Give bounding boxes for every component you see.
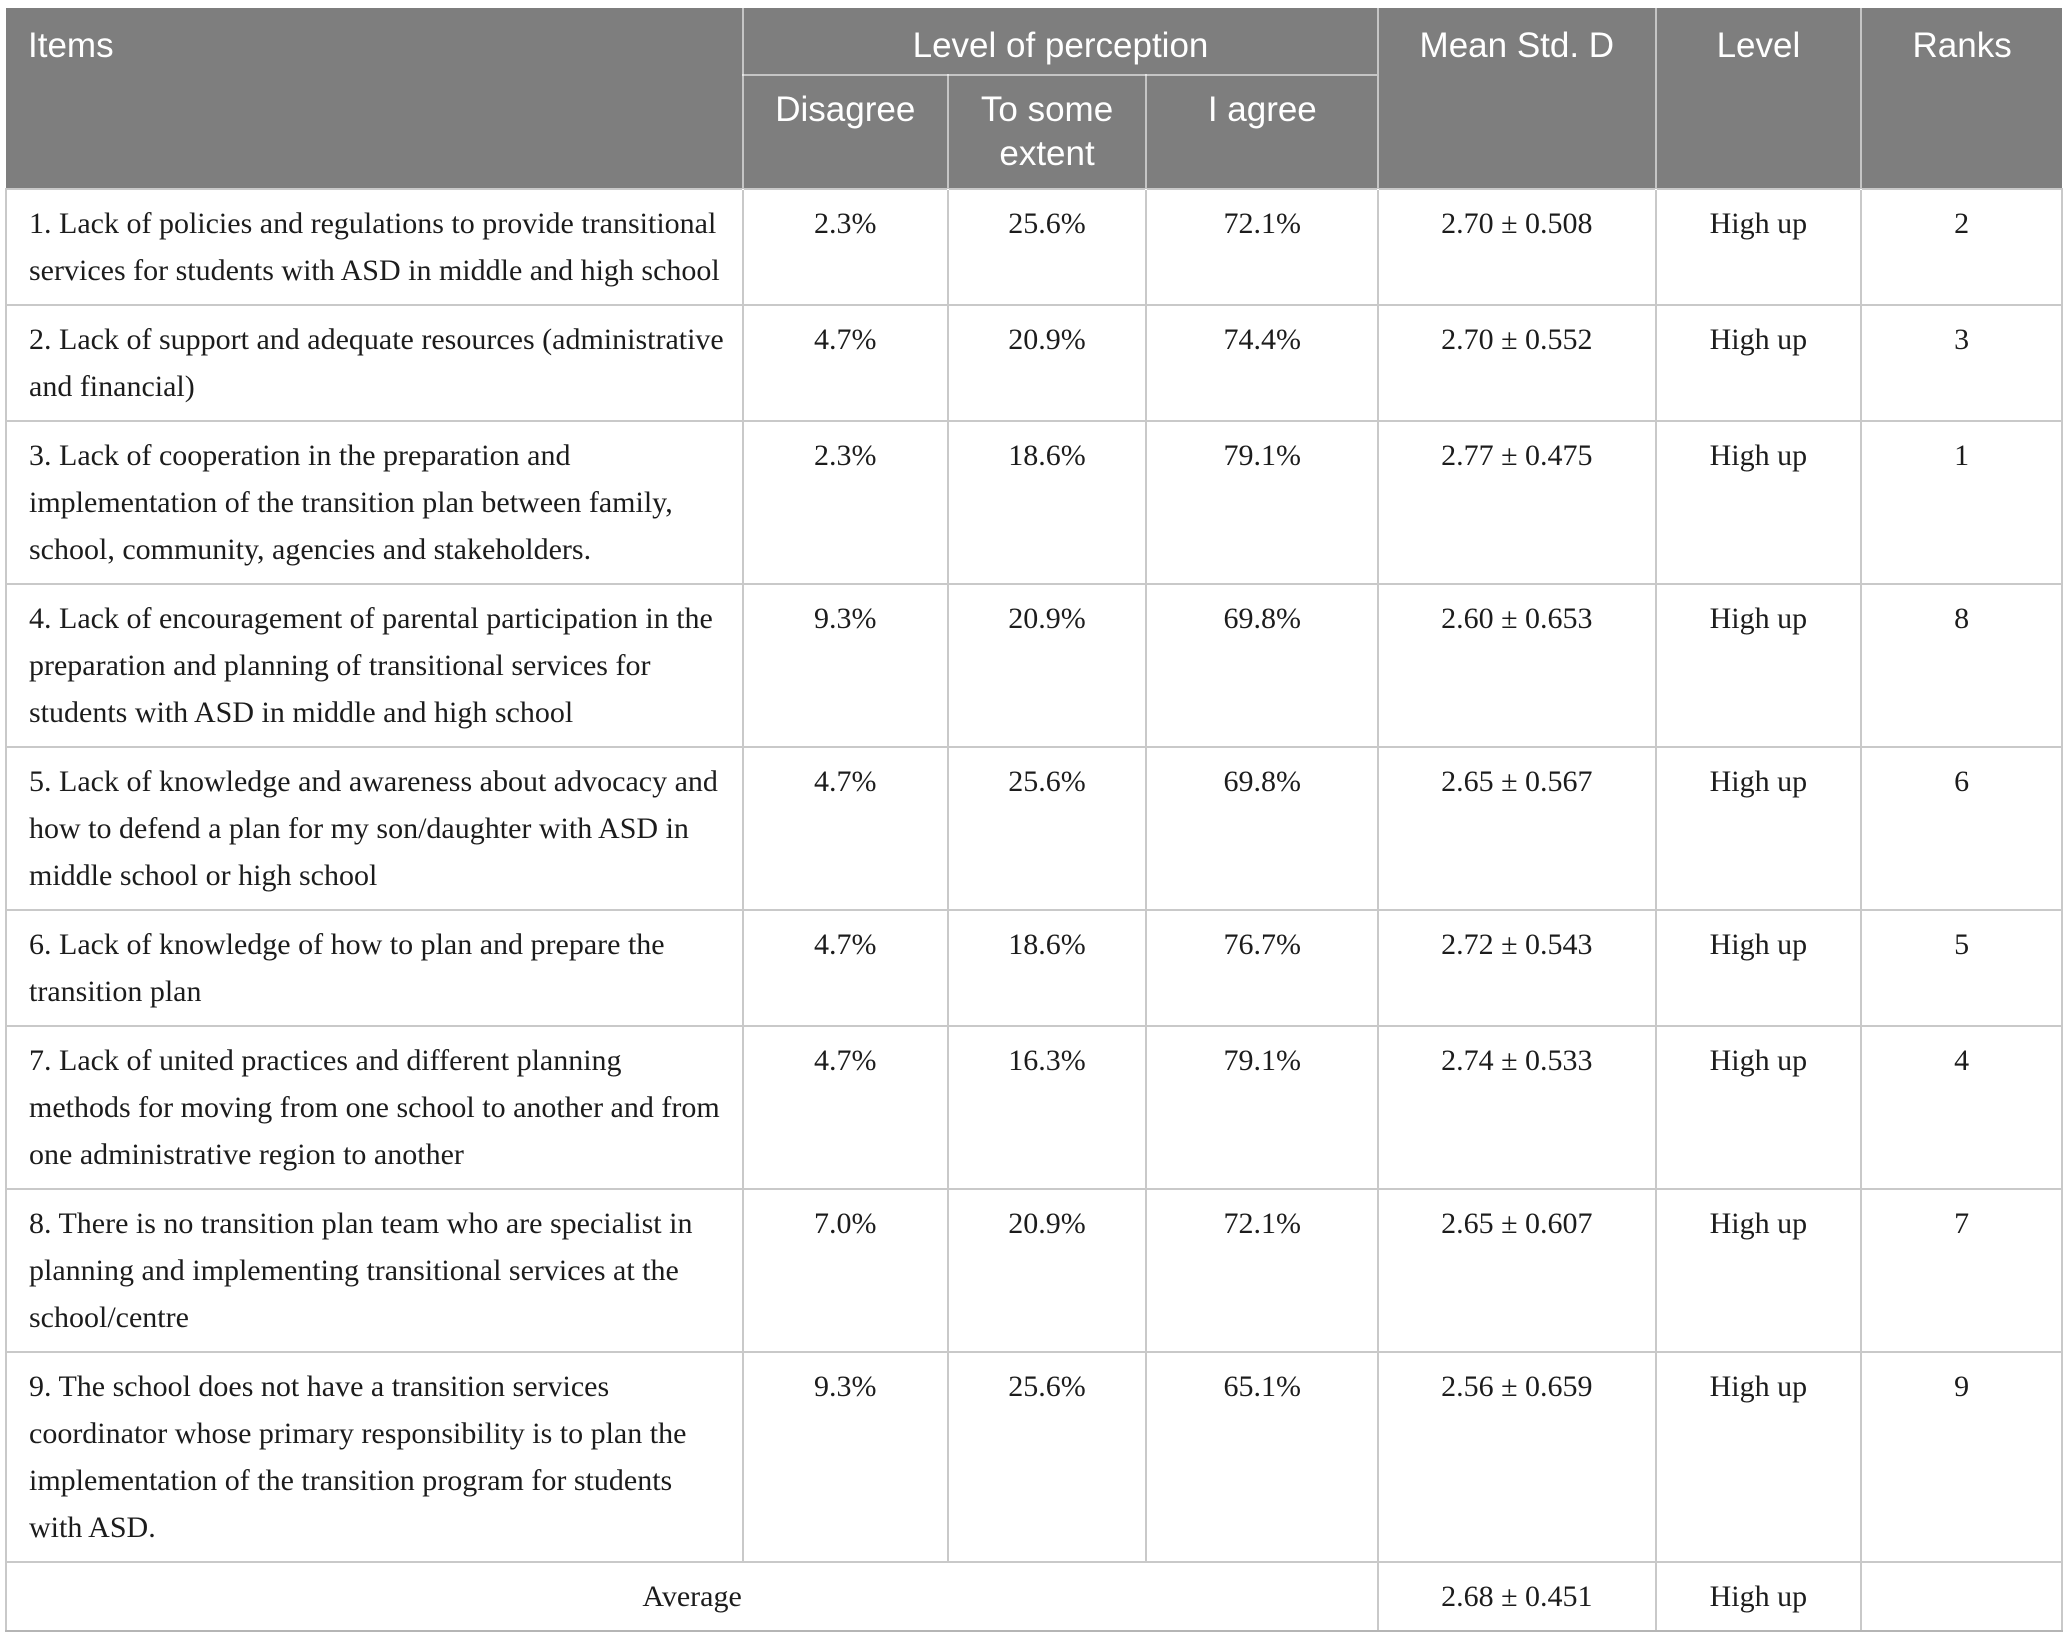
level-cell: High up	[1654, 1025, 1863, 1190]
to-some-extent-cell: 25.6%	[946, 1351, 1148, 1563]
rank-cell: 1	[1860, 420, 2063, 585]
header-row-sub: Disagree To some extent I agree	[6, 75, 2062, 189]
table-row: 4. Lack of encouragement of parental par…	[5, 583, 2063, 748]
table-row: 9. The school does not have a transition…	[5, 1351, 2063, 1563]
mean-std-cell: 2.77 ± 0.475	[1377, 420, 1657, 585]
item-cell: 3. Lack of cooperation in the preparatio…	[5, 420, 744, 585]
item-cell: 1. Lack of policies and regulations to p…	[5, 188, 744, 306]
level-cell: High up	[1654, 1351, 1863, 1563]
level-cell: High up	[1654, 746, 1863, 911]
disagree-cell: 2.3%	[741, 188, 949, 306]
average-rank-cell	[1860, 1561, 2063, 1632]
column-header-level: Level	[1654, 8, 1862, 189]
rank-cell: 4	[1860, 1025, 2063, 1190]
mean-std-cell: 2.70 ± 0.552	[1377, 304, 1657, 422]
item-cell: 8. There is no transition plan team who …	[5, 1188, 744, 1353]
rank-cell: 3	[1860, 304, 2063, 422]
disagree-cell: 9.3%	[741, 1351, 949, 1563]
disagree-cell: 4.7%	[741, 1025, 949, 1190]
item-cell: 7. Lack of united practices and differen…	[5, 1025, 744, 1190]
average-mean-std-cell: 2.68 ± 0.451	[1377, 1561, 1657, 1632]
mean-std-cell: 2.65 ± 0.607	[1377, 1188, 1657, 1353]
rank-cell: 9	[1860, 1351, 2063, 1563]
i-agree-cell: 72.1%	[1145, 188, 1380, 306]
column-header-items: Items	[6, 8, 743, 189]
mean-std-cell: 2.65 ± 0.567	[1377, 746, 1657, 911]
to-some-extent-cell: 20.9%	[946, 304, 1148, 422]
rank-cell: 7	[1860, 1188, 2063, 1353]
to-some-extent-cell: 20.9%	[946, 1188, 1148, 1353]
mean-std-cell: 2.60 ± 0.653	[1377, 583, 1657, 748]
level-cell: High up	[1654, 909, 1863, 1027]
i-agree-cell: 65.1%	[1145, 1351, 1380, 1563]
to-some-extent-cell: 16.3%	[946, 1025, 1148, 1190]
table-row: 3. Lack of cooperation in the preparatio…	[5, 420, 2063, 585]
to-some-extent-cell: 18.6%	[946, 909, 1148, 1027]
to-some-extent-cell: 18.6%	[946, 420, 1148, 585]
i-agree-cell: 79.1%	[1145, 1025, 1380, 1190]
column-header-level-of-perception: Level of perception	[741, 8, 1379, 76]
level-cell: High up	[1654, 420, 1863, 585]
item-cell: 2. Lack of support and adequate resource…	[5, 304, 744, 422]
i-agree-cell: 76.7%	[1145, 909, 1380, 1027]
table-row: 7. Lack of united practices and differen…	[5, 1025, 2063, 1190]
average-label-cell: Average	[4, 1561, 1380, 1632]
mean-std-cell: 2.72 ± 0.543	[1377, 909, 1657, 1027]
level-cell: High up	[1654, 304, 1863, 422]
table-body: 1. Lack of policies and regulations to p…	[4, 188, 2063, 1632]
table-row: 6. Lack of knowledge of how to plan and …	[5, 909, 2063, 1027]
item-cell: 5. Lack of knowledge and awareness about…	[5, 746, 744, 911]
table-row: 1. Lack of policies and regulations to p…	[5, 188, 2063, 306]
column-header-disagree: Disagree	[741, 75, 948, 189]
to-some-extent-cell: 20.9%	[946, 583, 1148, 748]
to-some-extent-cell: 25.6%	[946, 188, 1148, 306]
table-header: Items Level of perception Mean Std. D Le…	[6, 8, 2062, 189]
i-agree-cell: 79.1%	[1145, 420, 1380, 585]
mean-std-cell: 2.74 ± 0.533	[1377, 1025, 1657, 1190]
disagree-cell: 4.7%	[741, 746, 949, 911]
item-cell: 9. The school does not have a transition…	[5, 1351, 744, 1563]
rank-cell: 5	[1860, 909, 2063, 1027]
table-row: 8. There is no transition plan team who …	[5, 1188, 2063, 1353]
item-cell: 4. Lack of encouragement of parental par…	[5, 583, 744, 748]
i-agree-cell: 74.4%	[1145, 304, 1380, 422]
table-row: 5. Lack of knowledge and awareness about…	[5, 746, 2063, 911]
average-level-cell: High up	[1654, 1561, 1863, 1632]
level-cell: High up	[1654, 188, 1863, 306]
perception-survey-table: Items Level of perception Mean Std. D Le…	[4, 8, 2063, 1632]
column-header-i-agree: I agree	[1145, 75, 1379, 189]
column-header-ranks: Ranks	[1860, 8, 2062, 189]
average-row: Average 2.68 ± 0.451 High up	[4, 1561, 2063, 1632]
mean-std-cell: 2.70 ± 0.508	[1377, 188, 1657, 306]
level-cell: High up	[1654, 583, 1863, 748]
disagree-cell: 2.3%	[741, 420, 949, 585]
to-some-extent-cell: 25.6%	[946, 746, 1148, 911]
mean-std-cell: 2.56 ± 0.659	[1377, 1351, 1657, 1563]
column-header-to-some-extent: To some extent	[946, 75, 1147, 189]
i-agree-cell: 69.8%	[1145, 746, 1380, 911]
rank-cell: 2	[1860, 188, 2063, 306]
i-agree-cell: 72.1%	[1145, 1188, 1380, 1353]
column-header-mean-std: Mean Std. D	[1377, 8, 1656, 189]
level-cell: High up	[1654, 1188, 1863, 1353]
rank-cell: 6	[1860, 746, 2063, 911]
disagree-cell: 4.7%	[741, 909, 949, 1027]
item-cell: 6. Lack of knowledge of how to plan and …	[5, 909, 744, 1027]
header-row-group: Items Level of perception Mean Std. D Le…	[6, 8, 2062, 189]
disagree-cell: 7.0%	[741, 1188, 949, 1353]
i-agree-cell: 69.8%	[1145, 583, 1380, 748]
disagree-cell: 4.7%	[741, 304, 949, 422]
disagree-cell: 9.3%	[741, 583, 949, 748]
table-row: 2. Lack of support and adequate resource…	[5, 304, 2063, 422]
rank-cell: 8	[1860, 583, 2063, 748]
